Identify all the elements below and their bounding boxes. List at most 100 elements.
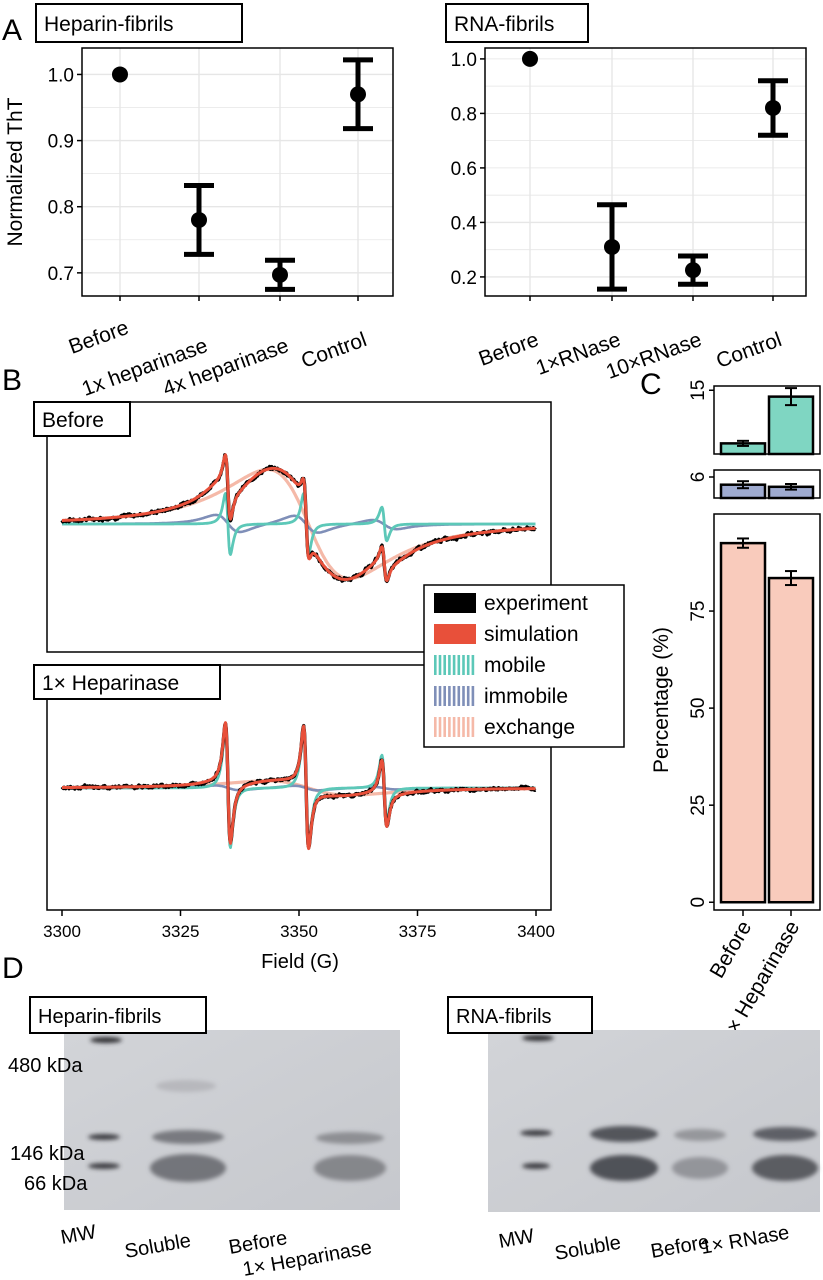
band-mw-480 xyxy=(90,1037,122,1043)
legend-swatch-stripe xyxy=(452,686,456,706)
x-axis-label: Field (G) xyxy=(261,951,339,973)
y-tick-label: 0.2 xyxy=(451,268,477,289)
y-tick-label: 50 xyxy=(688,698,709,719)
legend-swatch-stripe xyxy=(448,686,451,706)
band-soluble-66 xyxy=(590,1155,658,1181)
legend-swatch-stripe xyxy=(457,717,461,737)
y-tick-label: 0.8 xyxy=(451,104,477,125)
data-point xyxy=(272,266,288,283)
y-tick-label: 0.6 xyxy=(451,159,477,180)
legend-swatch-stripe xyxy=(457,686,461,706)
y-tick-label: 0.4 xyxy=(451,213,478,234)
x-tick-label: Before xyxy=(476,328,542,371)
legend-swatch-stripe xyxy=(466,686,470,706)
gridlines xyxy=(485,48,806,296)
y-tick-label: 1.0 xyxy=(48,65,74,86)
band-rnase-146 xyxy=(753,1127,817,1141)
x-tick-label: Control xyxy=(298,328,369,373)
gridlines xyxy=(82,48,393,296)
panel-label-b: B xyxy=(2,364,22,397)
band-mw-66 xyxy=(522,1163,550,1169)
band-before-66 xyxy=(672,1157,728,1179)
spectrum-title-before: Before xyxy=(42,409,104,432)
plot-frame xyxy=(81,47,394,297)
lane-label-rnase: 1× RNase xyxy=(699,1222,791,1259)
legend-swatch-stripe xyxy=(462,686,465,706)
legend-swatch-stripe xyxy=(471,686,475,706)
legend-swatch-stripe xyxy=(462,717,465,737)
x-tick-label: Control xyxy=(713,328,784,373)
y-tick-label: 0 xyxy=(688,897,709,908)
y-ticks: 0.2 0.4 0.6 0.8 1.0 xyxy=(451,50,485,289)
chart-rna-tht: RNA-fibrils 0.2 0.4 0.6 0.8 1.0 Before1×RNas… xyxy=(445,3,807,384)
panel-label-d: D xyxy=(2,952,24,985)
gel-image xyxy=(64,1030,400,1210)
plot-frame xyxy=(484,47,807,297)
legend-swatch-mobile xyxy=(434,655,475,675)
y-tick-label: 0.7 xyxy=(48,264,74,285)
lane-label-mw: MW xyxy=(59,1221,98,1249)
spectrum-title-box-before xyxy=(33,401,131,437)
mw-label-480: 480 kDa xyxy=(8,1055,83,1077)
data-point xyxy=(604,238,620,255)
x-tick-label: Before xyxy=(66,316,132,359)
band-heparinase-146 xyxy=(316,1132,384,1144)
spectrum-title-box-heparinase xyxy=(33,664,221,700)
bar-mobile xyxy=(767,395,815,456)
x-tick-label: 3350 xyxy=(280,922,318,941)
y-tick-label: 0.8 xyxy=(48,198,74,219)
data-point xyxy=(765,99,781,116)
legend-label-immobile: immobile xyxy=(484,685,568,708)
band-mw-66 xyxy=(88,1163,120,1169)
plot-frame-mobile xyxy=(713,385,821,455)
bar-exchange xyxy=(719,541,767,904)
y-tick-label: 6 xyxy=(688,472,709,483)
gel-bands xyxy=(88,1037,386,1182)
x-tick-label: Before xyxy=(705,917,756,982)
legend-swatch-stripe xyxy=(466,655,470,675)
legend-swatch-stripe xyxy=(452,717,456,737)
legend-swatch-immobile xyxy=(434,686,475,706)
y-axis-label: Normalized ThT xyxy=(4,97,27,246)
chart-title: RNA-fibrils xyxy=(454,13,554,36)
legend-swatch-stripe xyxy=(471,717,475,737)
gel-title: Heparin-fibrils xyxy=(38,1006,161,1028)
chart-epr-spectra: Before 1× Heparinase experiment simulatio… xyxy=(33,401,625,973)
series-simulation xyxy=(61,453,537,583)
panel-label-c: C xyxy=(640,368,662,401)
band-soluble-146 xyxy=(152,1130,224,1144)
legend-swatch-stripe xyxy=(452,655,456,675)
bar-exchange xyxy=(767,576,815,904)
lane-label-mw: MW xyxy=(497,1225,536,1253)
legend-swatch-stripe xyxy=(434,655,437,675)
plot-frame-immobile xyxy=(713,469,821,499)
gel-title: RNA-fibrils xyxy=(456,1006,552,1028)
legend-swatch-stripe xyxy=(443,686,446,706)
legend-label-experiment: experiment xyxy=(484,592,588,615)
gel-title-box xyxy=(29,996,207,1034)
legend: experiment simulation mobile immobile exchan… xyxy=(423,584,625,748)
y-tick-label: 0.9 xyxy=(48,132,74,153)
mw-label-66: 66 kDa xyxy=(24,1173,88,1195)
legend-swatch-simulation xyxy=(434,624,476,644)
spectrum-frame-before xyxy=(46,401,552,653)
legend-swatch-stripe xyxy=(434,717,437,737)
mw-label-146: 146 kDa xyxy=(10,1143,85,1165)
band-mw-146 xyxy=(88,1134,120,1140)
legend-swatch-stripe xyxy=(438,686,442,706)
data-point xyxy=(685,262,701,279)
legend-label-simulation: simulation xyxy=(484,623,579,646)
lane-label-soluble: Soluble xyxy=(123,1230,193,1263)
data-marks xyxy=(522,50,788,292)
data-point xyxy=(350,86,366,103)
chart-title: Heparin-fibrils xyxy=(44,13,174,36)
legend-label-mobile: mobile xyxy=(484,654,546,677)
x-tick-label: 3375 xyxy=(399,922,437,941)
plot-frame-exchange xyxy=(713,513,821,911)
series-simulation xyxy=(61,721,537,851)
